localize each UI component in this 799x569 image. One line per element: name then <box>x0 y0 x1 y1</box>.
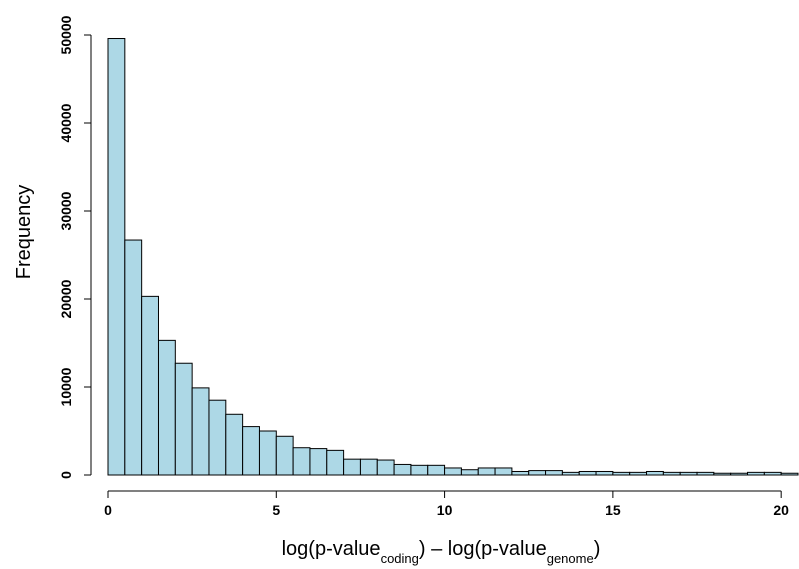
y-tick-label: 50000 <box>58 15 74 54</box>
histogram-bar <box>578 470 597 476</box>
histogram-bar <box>124 239 143 476</box>
histogram-bar <box>679 471 698 476</box>
histogram-bar <box>528 470 547 476</box>
histogram-bar <box>376 459 395 476</box>
x-axis-title-part-1: log(p-value <box>282 538 381 560</box>
histogram-bar <box>612 471 631 476</box>
histogram-bar <box>174 362 193 476</box>
histogram-bar <box>561 471 580 476</box>
histogram-bar <box>309 448 328 476</box>
histogram-bar <box>696 471 715 476</box>
histogram-bar <box>258 430 277 476</box>
histogram-bar <box>208 399 227 476</box>
x-tick-label: 20 <box>773 502 789 518</box>
x-tick-label: 10 <box>437 502 453 518</box>
x-axis-title-subscript-coding: coding <box>381 551 419 566</box>
y-tick-label: 10000 <box>58 367 74 406</box>
x-axis-title: log(p-valuecoding) – log(p-valuegenome) <box>282 538 601 566</box>
histogram-bar <box>545 470 563 476</box>
bars-group <box>107 38 799 476</box>
histogram-bar <box>326 449 345 476</box>
histogram-bar <box>629 471 648 476</box>
histogram-bar <box>275 435 294 476</box>
histogram-bar <box>494 467 513 476</box>
histogram-bar <box>747 471 765 476</box>
x-axis: 0 5 10 15 20 <box>104 490 789 518</box>
x-tick-label: 5 <box>272 502 280 518</box>
y-axis-title: Frequency <box>13 185 35 280</box>
y-axis: 0 10000 20000 30000 40000 50000 <box>58 15 92 479</box>
histogram-bar <box>107 38 126 476</box>
histogram-bar <box>410 464 429 476</box>
histogram-bar <box>646 470 664 476</box>
histogram-bar <box>662 471 681 476</box>
y-tick-label: 40000 <box>58 103 74 142</box>
y-tick-label: 20000 <box>58 279 74 318</box>
histogram-bar <box>460 469 479 476</box>
x-axis-title-part-2: ) – log(p-value <box>419 538 547 560</box>
histogram-bar <box>511 470 530 476</box>
histogram-bar <box>359 458 378 476</box>
y-tick-label: 30000 <box>58 191 74 230</box>
histogram-bar <box>730 472 749 476</box>
histogram-bar <box>225 413 244 476</box>
histogram-bar <box>343 458 361 476</box>
histogram-bar <box>713 472 732 476</box>
histogram-bar <box>141 295 159 476</box>
histogram-bar <box>595 470 614 476</box>
histogram-bar <box>780 472 799 476</box>
x-axis-title-part-3: ) <box>594 538 601 560</box>
x-tick-label: 15 <box>605 502 621 518</box>
histogram-bar <box>477 467 496 476</box>
histogram-bar <box>427 464 446 476</box>
y-tick-label: 0 <box>58 471 74 479</box>
histogram-bar <box>763 471 782 476</box>
histogram-bar <box>444 467 462 476</box>
x-tick-label: 0 <box>104 502 112 518</box>
histogram-bar <box>292 447 311 476</box>
histogram-bar <box>157 339 176 476</box>
x-axis-title-subscript-genome: genome <box>547 551 594 566</box>
histogram-bar <box>393 463 412 476</box>
histogram-bar <box>191 387 210 476</box>
histogram-bar <box>242 426 260 476</box>
